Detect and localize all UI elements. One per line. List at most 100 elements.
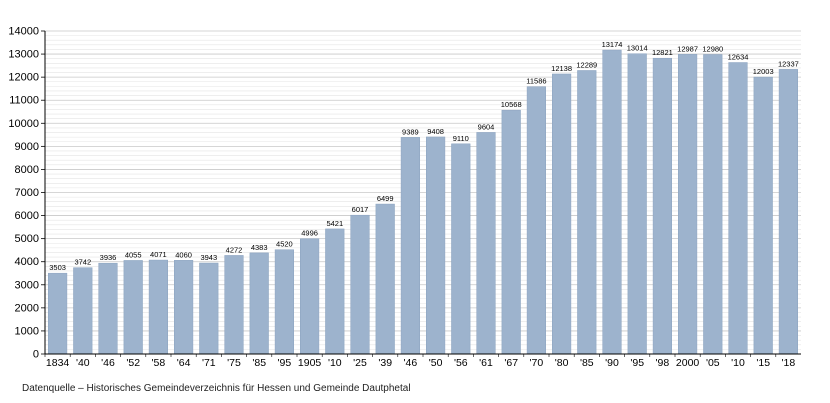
data-label: 4272 <box>226 245 243 254</box>
x-tick-label: '95 <box>630 357 644 369</box>
data-label: 4060 <box>175 250 192 259</box>
data-label: 12003 <box>753 67 774 76</box>
bar <box>174 260 194 355</box>
y-tick-label: 14000 <box>8 26 39 38</box>
data-label: 6017 <box>352 205 369 214</box>
y-tick-label: 6000 <box>15 210 39 222</box>
y-tick-label: 9000 <box>15 141 39 153</box>
x-tick-label: '46 <box>404 357 418 369</box>
bar <box>426 136 446 355</box>
bar <box>728 62 748 355</box>
y-tick-label: 7000 <box>15 187 39 199</box>
x-tick-label: '10 <box>731 357 745 369</box>
bar <box>602 49 622 355</box>
bar <box>552 73 572 355</box>
data-label: 6499 <box>377 194 394 203</box>
x-tick-label: '58 <box>152 357 166 369</box>
data-label: 11586 <box>526 77 546 86</box>
bar <box>148 259 168 355</box>
bar <box>577 70 597 355</box>
bar <box>224 255 244 355</box>
y-tick-label: 1000 <box>15 325 39 337</box>
y-tick-label: 11000 <box>9 95 39 107</box>
data-label: 9389 <box>402 127 419 136</box>
data-label: 9604 <box>478 122 495 131</box>
bar <box>249 252 269 355</box>
source-note: Datenquelle – Historisches Gemeindeverze… <box>22 383 411 394</box>
data-label: 4996 <box>301 229 318 238</box>
data-label: 13014 <box>627 44 648 53</box>
x-tick-label: '85 <box>580 357 594 369</box>
x-tick-label: '95 <box>278 357 292 369</box>
bar <box>678 54 698 355</box>
x-tick-label: '75 <box>227 357 241 369</box>
data-label: 4520 <box>276 240 293 249</box>
data-label: 4383 <box>251 243 268 252</box>
bar <box>451 143 471 355</box>
bar <box>98 262 118 355</box>
x-tick-label: '15 <box>756 357 770 369</box>
bar <box>476 132 496 355</box>
data-label: 3742 <box>74 258 91 267</box>
bar <box>375 203 395 355</box>
data-label: 10568 <box>501 100 522 109</box>
x-tick-label: '64 <box>177 357 191 369</box>
data-label: 12821 <box>652 48 673 57</box>
x-tick-label: '85 <box>252 357 266 369</box>
data-label: 12987 <box>677 44 698 53</box>
x-tick-label: '50 <box>429 357 443 369</box>
bar <box>325 228 345 355</box>
bar <box>652 57 672 355</box>
bar <box>778 69 798 355</box>
x-tick-label: '39 <box>378 357 392 369</box>
x-tick-label: '56 <box>454 357 468 369</box>
data-label: 4071 <box>150 250 167 259</box>
y-tick-label: 4000 <box>15 256 39 268</box>
bar <box>274 249 294 355</box>
x-tick-label: '18 <box>782 357 796 369</box>
data-label: 5421 <box>326 219 343 228</box>
x-tick-label: '25 <box>353 357 367 369</box>
bar <box>753 76 773 355</box>
bar <box>350 214 370 355</box>
data-label: 12634 <box>728 53 749 62</box>
x-tick-label: 1834 <box>46 357 70 369</box>
bar <box>526 86 546 355</box>
y-tick-label: 5000 <box>15 233 39 245</box>
x-tick-label: '10 <box>328 357 342 369</box>
x-tick-label: 1905 <box>298 357 322 369</box>
bar <box>627 53 647 355</box>
bar <box>73 267 93 355</box>
bar <box>400 137 420 355</box>
x-tick-label: '46 <box>101 357 115 369</box>
data-label: 13174 <box>602 40 623 49</box>
y-tick-label: 3000 <box>15 279 39 291</box>
data-label: 12289 <box>576 60 597 69</box>
x-tick-label: '40 <box>76 357 90 369</box>
data-label: 12337 <box>778 59 799 68</box>
x-tick-label: '80 <box>555 357 569 369</box>
x-tick-label: '71 <box>202 357 216 369</box>
y-tick-label: 10000 <box>8 118 39 130</box>
x-tick-label: '90 <box>605 357 619 369</box>
x-tick-label: '52 <box>126 357 140 369</box>
y-tick-label: 2000 <box>15 302 39 314</box>
data-label: 3943 <box>200 253 217 262</box>
data-label: 12980 <box>702 45 723 54</box>
bar <box>123 260 143 355</box>
data-label: 4055 <box>125 250 142 259</box>
bar <box>501 109 521 355</box>
data-label: 9408 <box>427 127 444 136</box>
bar <box>199 262 219 355</box>
data-label: 12138 <box>551 64 572 73</box>
x-tick-label: '67 <box>504 357 518 369</box>
x-tick-label: 2000 <box>676 357 700 369</box>
x-tick-label: '61 <box>479 357 493 369</box>
data-label: 3936 <box>100 253 117 262</box>
x-tick-label: '98 <box>656 357 670 369</box>
x-tick-label: '05 <box>706 357 720 369</box>
y-tick-label: 0 <box>33 349 39 361</box>
bar <box>300 238 320 355</box>
bar <box>48 272 68 355</box>
